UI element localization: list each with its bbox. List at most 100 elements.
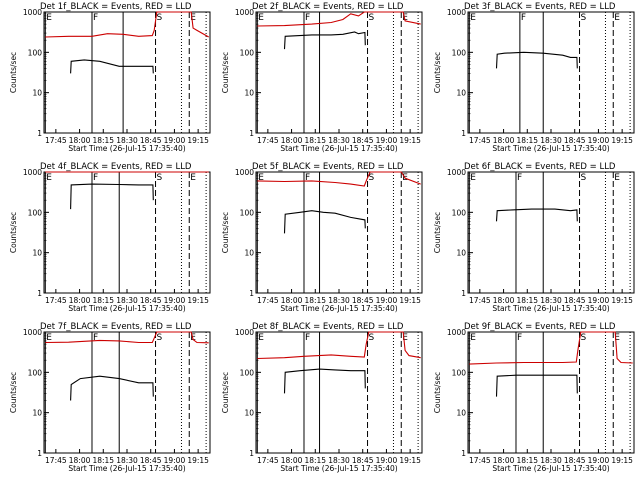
x-tick-label: 18:45	[352, 456, 374, 465]
marker-label: S	[157, 13, 163, 23]
y-tick-label: 1	[37, 289, 42, 298]
x-tick-label: 18:15	[304, 296, 326, 305]
marker-label: S	[157, 173, 163, 183]
marker-label: F	[517, 333, 522, 343]
x-tick-label: 19:15	[611, 456, 633, 465]
plot-frame	[255, 171, 423, 294]
lld-series-line	[45, 11, 209, 38]
panel-8: Det 8f_BLACK = Events, RED = LLD 1 10 100 10…	[221, 322, 423, 473]
x-tick-label: 18:45	[564, 456, 586, 465]
marker-label: E	[402, 333, 408, 343]
marker-label: S	[369, 13, 375, 23]
y-tick-label: 10	[244, 409, 254, 418]
events-series-line	[70, 183, 154, 210]
y-tick-label: 10	[244, 249, 254, 258]
y-axis-label: Counts/sec	[433, 372, 442, 413]
marker-label: F	[521, 13, 526, 23]
x-tick-label: 18:15	[516, 456, 538, 465]
lld-series-line	[257, 171, 421, 187]
plot-frame	[255, 331, 423, 454]
x-tick-label: 19:15	[187, 296, 209, 305]
x-tick-label: 18:45	[564, 296, 586, 305]
panel-6: Det 6f_BLACK = Events, RED = LLD 1 10 100 10…	[433, 162, 635, 313]
x-tick-label: 18:30	[116, 136, 138, 145]
marker-label: S	[581, 173, 587, 183]
x-tick-label: 18:45	[352, 296, 374, 305]
marker-label: E	[470, 13, 476, 23]
y-tick-label: 1000	[235, 8, 254, 17]
panel-title: Det 7f_BLACK = Events, RED = LLD	[40, 322, 192, 332]
x-axis-label: Start Time (26-Jul-15 17:35:40)	[68, 144, 185, 153]
x-tick-label: 18:00	[281, 456, 303, 465]
x-tick-label: 19:15	[399, 296, 421, 305]
panel-4: Det 4f_BLACK = Events, RED = LLD 1 10 100 10…	[9, 162, 211, 313]
x-tick-label: 18:30	[116, 456, 138, 465]
marker-label: E	[258, 173, 264, 183]
x-tick-label: 18:45	[140, 296, 162, 305]
x-axis-label: Start Time (26-Jul-15 17:35:40)	[280, 144, 397, 153]
y-tick-label: 1000	[447, 328, 466, 337]
plot-frame	[43, 331, 211, 454]
marker-label: E	[46, 173, 52, 183]
x-tick-label: 17:45	[45, 456, 67, 465]
marker-label: E	[46, 333, 52, 343]
y-axis-label: Counts/sec	[433, 52, 442, 93]
y-tick-label: 1	[461, 289, 466, 298]
y-tick-label: 10	[32, 249, 42, 258]
panel-title: Det 1f_BLACK = Events, RED = LLD	[40, 2, 192, 12]
y-tick-label: 1	[37, 129, 42, 138]
marker-label: S	[581, 333, 587, 343]
x-tick-label: 17:45	[257, 456, 279, 465]
y-axis-label: Counts/sec	[221, 372, 230, 413]
y-tick-label: 1	[249, 449, 254, 458]
x-axis-label: Start Time (26-Jul-15 17:35:40)	[492, 464, 609, 473]
marker-label: S	[157, 333, 163, 343]
x-tick-label: 18:00	[69, 296, 91, 305]
x-tick-label: 18:15	[92, 296, 114, 305]
x-tick-label: 19:15	[399, 456, 421, 465]
plot-frame	[467, 171, 635, 294]
events-series-line	[495, 208, 578, 222]
marker-label: E	[470, 173, 476, 183]
x-tick-label: 18:30	[540, 136, 562, 145]
x-tick-label: 18:15	[92, 456, 114, 465]
x-tick-label: 17:45	[45, 296, 67, 305]
x-tick-label: 18:15	[304, 136, 326, 145]
marker-label: E	[402, 13, 408, 23]
y-tick-label: 100	[28, 48, 43, 57]
y-tick-label: 1000	[447, 168, 466, 177]
x-tick-label: 18:15	[304, 456, 326, 465]
events-series-line	[70, 59, 154, 74]
x-tick-label: 18:00	[493, 136, 515, 145]
lld-series-line	[257, 11, 421, 27]
x-axis-label: Start Time (26-Jul-15 17:35:40)	[492, 144, 609, 153]
events-series-line	[495, 51, 578, 69]
x-tick-label: 18:30	[328, 296, 350, 305]
y-tick-label: 100	[240, 368, 255, 377]
events-series-line	[283, 31, 366, 50]
y-tick-label: 10	[456, 249, 466, 258]
x-axis-label: Start Time (26-Jul-15 17:35:40)	[280, 304, 397, 313]
y-tick-label: 10	[456, 89, 466, 98]
lld-series-line	[469, 331, 633, 365]
y-tick-label: 1	[461, 449, 466, 458]
y-axis-label: Counts/sec	[221, 212, 230, 253]
x-axis-label: Start Time (26-Jul-15 17:35:40)	[68, 464, 185, 473]
y-tick-label: 100	[452, 208, 467, 217]
y-tick-label: 100	[452, 368, 467, 377]
marker-label: F	[305, 333, 310, 343]
x-tick-label: 19:00	[376, 296, 398, 305]
x-tick-label: 19:00	[588, 296, 610, 305]
plot-frame	[467, 11, 635, 134]
panel-9: Det 9f_BLACK = Events, RED = LLD 1 10 100 10…	[433, 322, 635, 473]
marker-label: S	[369, 333, 375, 343]
events-series-line	[70, 375, 154, 401]
x-tick-label: 17:45	[469, 296, 491, 305]
x-tick-label: 17:45	[45, 136, 67, 145]
x-tick-label: 19:15	[611, 136, 633, 145]
marker-label: S	[581, 13, 587, 23]
panel-title: Det 3f_BLACK = Events, RED = LLD	[464, 2, 616, 12]
marker-label: F	[517, 173, 522, 183]
x-tick-label: 17:45	[257, 296, 279, 305]
panel-title: Det 6f_BLACK = Events, RED = LLD	[464, 162, 616, 172]
